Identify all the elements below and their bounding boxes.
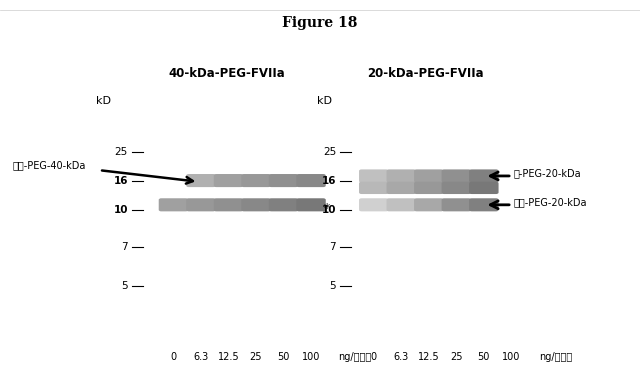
Text: 0: 0	[371, 352, 377, 362]
FancyBboxPatch shape	[387, 182, 416, 194]
Text: 50: 50	[477, 352, 490, 362]
Text: 25: 25	[115, 147, 128, 157]
Text: 10: 10	[321, 205, 336, 215]
Text: Figure 18: Figure 18	[282, 16, 358, 30]
FancyBboxPatch shape	[442, 198, 471, 211]
FancyBboxPatch shape	[214, 174, 243, 187]
FancyBboxPatch shape	[186, 198, 216, 211]
FancyBboxPatch shape	[359, 169, 388, 182]
FancyBboxPatch shape	[442, 182, 471, 194]
Text: ジ-PEG-20-kDa: ジ-PEG-20-kDa	[514, 168, 582, 178]
Text: 7: 7	[330, 242, 336, 252]
FancyBboxPatch shape	[359, 198, 388, 211]
FancyBboxPatch shape	[269, 198, 298, 211]
Text: 100: 100	[502, 352, 520, 362]
FancyBboxPatch shape	[241, 174, 271, 187]
Text: 7: 7	[122, 242, 128, 252]
Text: ng/レーン: ng/レーン	[539, 352, 572, 362]
Text: 10: 10	[113, 205, 128, 215]
Text: 12.5: 12.5	[418, 352, 440, 362]
FancyBboxPatch shape	[296, 198, 326, 211]
Text: 40-kDa-PEG-FVIIa: 40-kDa-PEG-FVIIa	[169, 67, 285, 80]
Text: モノ-PEG-40-kDa: モノ-PEG-40-kDa	[13, 161, 86, 171]
Text: 5: 5	[330, 281, 336, 291]
Text: 12.5: 12.5	[218, 352, 239, 362]
FancyBboxPatch shape	[469, 169, 499, 182]
FancyBboxPatch shape	[387, 169, 416, 182]
Text: モノ-PEG-20-kDa: モノ-PEG-20-kDa	[514, 198, 588, 208]
Text: kD: kD	[96, 96, 111, 106]
Text: 6.3: 6.3	[193, 352, 209, 362]
Text: 6.3: 6.3	[394, 352, 409, 362]
FancyBboxPatch shape	[186, 174, 216, 187]
Text: 20-kDa-PEG-FVIIa: 20-kDa-PEG-FVIIa	[367, 67, 484, 80]
Text: 25: 25	[450, 352, 463, 362]
FancyBboxPatch shape	[296, 174, 326, 187]
Text: ng/レーン: ng/レーン	[339, 352, 372, 362]
Text: 0: 0	[170, 352, 177, 362]
FancyBboxPatch shape	[359, 182, 388, 194]
FancyBboxPatch shape	[269, 174, 298, 187]
Text: 100: 100	[302, 352, 320, 362]
Text: 5: 5	[122, 281, 128, 291]
FancyBboxPatch shape	[442, 169, 471, 182]
Text: *: *	[324, 202, 330, 215]
Text: kD: kD	[317, 96, 332, 106]
FancyBboxPatch shape	[414, 182, 444, 194]
FancyBboxPatch shape	[414, 198, 444, 211]
Text: 25: 25	[250, 352, 262, 362]
Text: 25: 25	[323, 147, 336, 157]
FancyBboxPatch shape	[469, 198, 499, 211]
Text: 16: 16	[113, 176, 128, 186]
FancyBboxPatch shape	[387, 198, 416, 211]
FancyBboxPatch shape	[414, 169, 444, 182]
Text: 50: 50	[277, 352, 290, 362]
FancyBboxPatch shape	[241, 198, 271, 211]
Text: 16: 16	[321, 176, 336, 186]
FancyBboxPatch shape	[159, 198, 188, 211]
FancyBboxPatch shape	[214, 198, 243, 211]
FancyBboxPatch shape	[469, 182, 499, 194]
